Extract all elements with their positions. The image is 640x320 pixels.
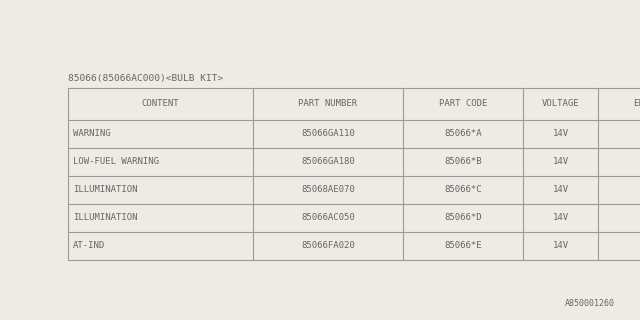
Text: 85066*D: 85066*D (444, 213, 482, 222)
Text: 14V: 14V (552, 213, 568, 222)
Text: 85066*A: 85066*A (444, 130, 482, 139)
Text: WARNING: WARNING (73, 130, 111, 139)
Text: A850001260: A850001260 (565, 299, 615, 308)
Text: 14V: 14V (552, 157, 568, 166)
Bar (68, 88, 640, 260)
Text: 85066FA020: 85066FA020 (301, 242, 355, 251)
Text: 14V: 14V (552, 186, 568, 195)
Text: 14V: 14V (552, 242, 568, 251)
Text: 85066*E: 85066*E (444, 242, 482, 251)
Text: LOW-FUEL WARNING: LOW-FUEL WARNING (73, 157, 159, 166)
Text: 85066AC050: 85066AC050 (301, 213, 355, 222)
Text: ELECTRICITY: ELECTRICITY (634, 100, 640, 108)
Text: 85066GA110: 85066GA110 (301, 130, 355, 139)
Text: 14V: 14V (552, 130, 568, 139)
Text: 85066(85066AC000)<BULB KIT>: 85066(85066AC000)<BULB KIT> (68, 74, 223, 83)
Text: CONTENT: CONTENT (141, 100, 179, 108)
Text: PART CODE: PART CODE (439, 100, 487, 108)
Text: 85066*B: 85066*B (444, 157, 482, 166)
Text: PART NUMBER: PART NUMBER (298, 100, 358, 108)
Text: 85066*C: 85066*C (444, 186, 482, 195)
Text: ILLUMINATION: ILLUMINATION (73, 186, 138, 195)
Text: VOLTAGE: VOLTAGE (541, 100, 579, 108)
Text: AT-IND: AT-IND (73, 242, 105, 251)
Text: 85066GA180: 85066GA180 (301, 157, 355, 166)
Text: 85068AE070: 85068AE070 (301, 186, 355, 195)
Text: ILLUMINATION: ILLUMINATION (73, 213, 138, 222)
